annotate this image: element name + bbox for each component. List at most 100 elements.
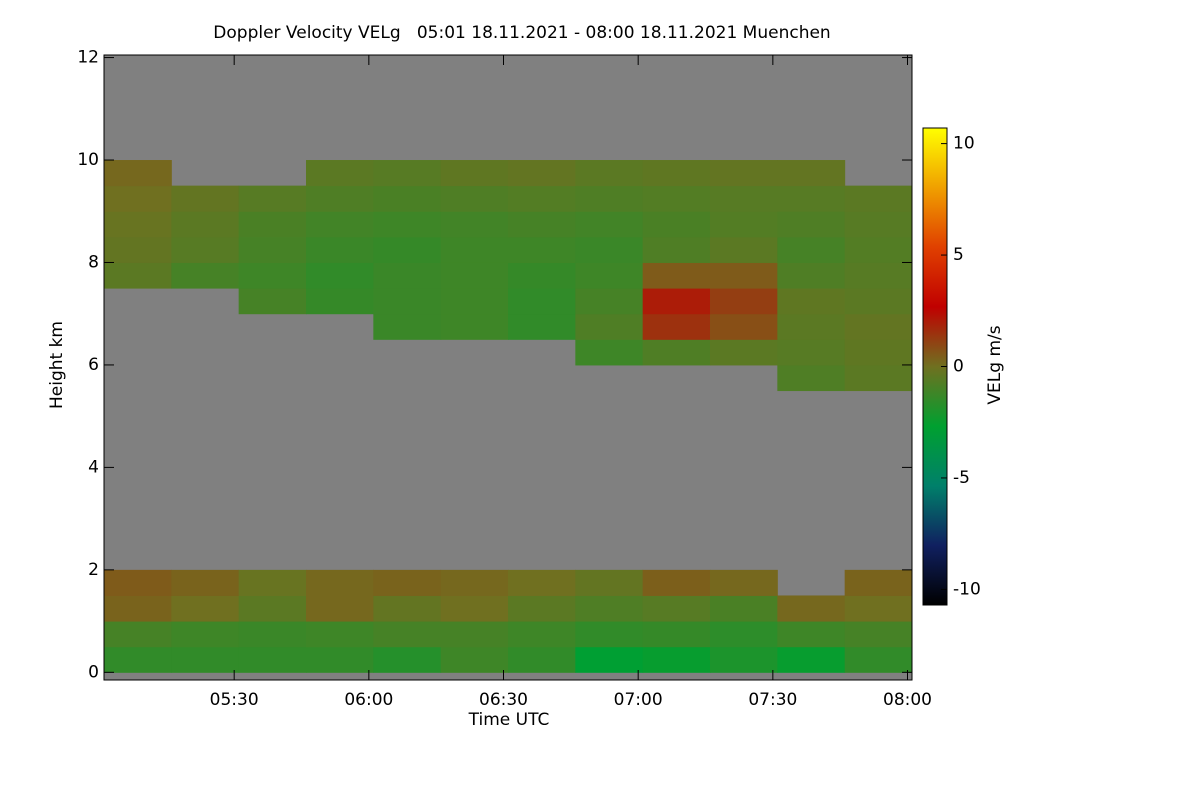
heatmap-cell [575, 569, 644, 596]
heatmap-cell [104, 185, 172, 212]
colorbar-tick-label: -5 [953, 468, 970, 488]
heatmap-cell [104, 646, 172, 673]
heatmap-cell [777, 339, 846, 366]
heatmap-cell [104, 569, 172, 596]
x-tick-label: 05:30 [210, 690, 259, 710]
y-tick-label: 8 [88, 252, 99, 272]
colorbar-tick-label: 0 [953, 357, 964, 377]
heatmap-cell [642, 288, 711, 315]
heatmap-cell [238, 621, 307, 648]
heatmap-cell [373, 313, 442, 340]
heatmap-cell [777, 364, 846, 392]
heatmap-cell [104, 595, 172, 622]
y-axis-label: Height km [47, 321, 67, 409]
heatmap-cell [710, 211, 778, 238]
heatmap-cell [373, 211, 442, 238]
y-tick-label: 10 [77, 150, 99, 170]
heatmap-cell [642, 160, 711, 187]
heatmap-cell [508, 313, 576, 340]
heatmap-cell [373, 236, 442, 263]
heatmap-cell [710, 185, 778, 212]
heatmap-cell [777, 621, 846, 648]
heatmap-cell [777, 313, 846, 340]
heatmap-cell [238, 236, 307, 263]
heatmap-cell [508, 185, 576, 212]
heatmap-cell [575, 160, 644, 187]
heatmap-cell [710, 288, 778, 315]
heatmap-cell [844, 646, 913, 673]
heatmap-cell [373, 569, 442, 596]
heatmap-cell [171, 595, 240, 622]
heatmap-cell [440, 288, 509, 315]
x-tick-label: 06:00 [344, 690, 393, 710]
heatmap-cell [575, 288, 644, 315]
heatmap-cell [844, 313, 913, 340]
heatmap-cell [844, 595, 913, 622]
heatmap-cell [710, 595, 778, 622]
heatmap-cell [777, 160, 846, 187]
heatmap-cell [844, 185, 913, 212]
heatmap-cell [306, 185, 374, 212]
heatmap-cell [440, 160, 509, 187]
heatmap-cell [777, 262, 846, 289]
heatmap-cell [575, 211, 644, 238]
heatmap-cell [508, 160, 576, 187]
heatmap-cell [508, 621, 576, 648]
heatmap-cell [508, 288, 576, 315]
heatmap-cell [844, 288, 913, 315]
heatmap-cell [440, 595, 509, 622]
heatmap-cell [710, 262, 778, 289]
colorbar-label: VELg m/s [985, 325, 1005, 404]
heatmap-cell [710, 646, 778, 673]
heatmap-cell [642, 569, 711, 596]
heatmap-cell [373, 185, 442, 212]
heatmap-cell [508, 236, 576, 263]
heatmap-cell [575, 339, 644, 366]
heatmap-cell [642, 236, 711, 263]
heatmap-cell [306, 288, 374, 315]
heatmap-cell [508, 211, 576, 238]
heatmap-cell [440, 236, 509, 263]
heatmap-cell [575, 595, 644, 622]
heatmap-cell [373, 288, 442, 315]
heatmap-cell [508, 262, 576, 289]
heatmap-cell [306, 646, 374, 673]
heatmap-cell [440, 262, 509, 289]
heatmap-cell [104, 621, 172, 648]
heatmap-cell [710, 313, 778, 340]
heatmap-cell [642, 313, 711, 340]
heatmap-cell [238, 185, 307, 212]
heatmap-cell [508, 646, 576, 673]
heatmap-cell [844, 339, 913, 366]
heatmap-cell [575, 621, 644, 648]
heatmap-cell [238, 595, 307, 622]
heatmap-cell [642, 262, 711, 289]
heatmap-cell [844, 569, 913, 596]
heatmap-cell [171, 211, 240, 238]
heatmap-cell [575, 646, 644, 673]
heatmap-cell [642, 339, 711, 366]
heatmap-cell [642, 185, 711, 212]
heatmap-cell [238, 288, 307, 315]
y-tick-label: 0 [88, 662, 99, 682]
heatmap-cell [844, 621, 913, 648]
heatmap-cell [306, 621, 374, 648]
heatmap-cell [440, 211, 509, 238]
heatmap-cell [238, 262, 307, 289]
colorbar-tick-label: 10 [953, 134, 975, 154]
heatmap-cell [710, 236, 778, 263]
heatmap-cell [373, 160, 442, 187]
heatmap-cell [171, 236, 240, 263]
heatmap-cell [440, 313, 509, 340]
heatmap-cell [306, 595, 374, 622]
y-tick-label: 12 [77, 48, 99, 68]
heatmap-cell [171, 262, 240, 289]
y-tick-label: 6 [88, 355, 99, 375]
heatmap-cell [508, 569, 576, 596]
heatmap-cell [440, 646, 509, 673]
heatmap-cell [508, 595, 576, 622]
heatmap-cell [440, 185, 509, 212]
heatmap-cell [710, 339, 778, 366]
x-tick-label: 06:30 [479, 690, 528, 710]
